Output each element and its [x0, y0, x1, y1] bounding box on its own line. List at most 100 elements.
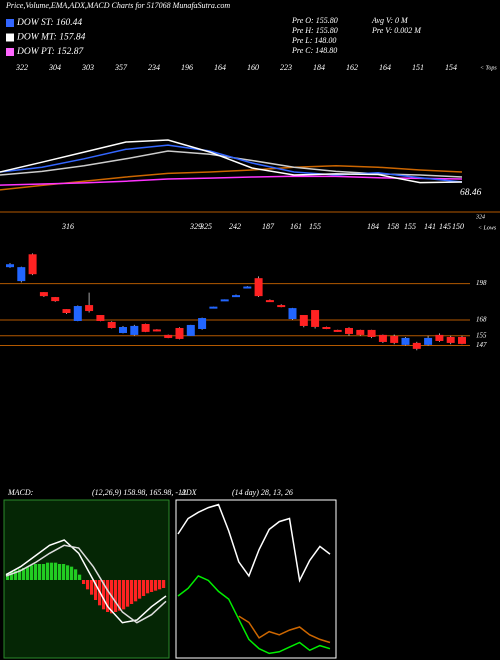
- histogram-bar: [146, 580, 150, 594]
- level-label: 155: [476, 331, 487, 339]
- candle-body: [412, 342, 421, 349]
- top-label: 184: [313, 63, 325, 72]
- candle-body: [17, 267, 26, 282]
- histogram-bar: [126, 580, 130, 607]
- candle-body: [107, 321, 116, 329]
- histogram-bar: [122, 580, 126, 610]
- histogram-bar: [134, 580, 138, 602]
- series-line: [0, 144, 463, 183]
- histogram-bar: [58, 564, 62, 580]
- legend-swatch: [6, 48, 14, 56]
- candle-body: [232, 295, 240, 298]
- histogram-bar: [90, 580, 94, 595]
- low-label: 187: [262, 222, 275, 231]
- legend-swatch: [6, 33, 14, 42]
- candle-body: [141, 323, 150, 332]
- candle-body: [254, 278, 263, 297]
- top-label: 234: [148, 63, 160, 72]
- macd-label: MACD:: [7, 488, 34, 497]
- histogram-bar: [102, 580, 106, 610]
- candle-body: [435, 334, 444, 341]
- top-label: 151: [412, 63, 424, 72]
- histogram-bar: [46, 562, 50, 580]
- top-label: 196: [181, 63, 193, 72]
- histogram-bar: [42, 564, 46, 580]
- series-line: [0, 165, 463, 191]
- candle-body: [198, 318, 207, 329]
- info-text: Pre C: 148.80: [291, 46, 337, 55]
- candle-body: [175, 327, 184, 339]
- candle-body: [390, 335, 399, 343]
- top-label: 223: [280, 63, 292, 72]
- histogram-bar: [86, 580, 90, 590]
- candle-body: [333, 329, 342, 332]
- tops-marker: < Tops: [480, 65, 497, 71]
- candle-body: [277, 305, 286, 308]
- candle-body: [39, 292, 48, 297]
- series-line: [5, 539, 167, 624]
- candle-body: [28, 254, 37, 275]
- legend-label: DOW MT: 157.84: [16, 33, 86, 43]
- series-line: [5, 544, 167, 624]
- candle-body: [311, 310, 320, 327]
- histogram-bar: [34, 564, 38, 580]
- series-line: [238, 615, 331, 644]
- series-line: [177, 503, 331, 583]
- candle-body: [152, 329, 161, 332]
- histogram-bar: [138, 580, 142, 599]
- candle-body: [345, 327, 353, 334]
- histogram-bar: [94, 580, 98, 600]
- candle-body: [288, 308, 297, 320]
- top-label: 304: [48, 63, 61, 72]
- top-label: 162: [346, 63, 358, 72]
- legend-label: DOW ST: 160.44: [16, 18, 82, 28]
- histogram-bar: [66, 565, 70, 580]
- page-title: Price,Volume,EMA,ADX,MACD Charts for 517…: [5, 1, 230, 10]
- low-label: 161: [290, 222, 302, 231]
- candle-body: [6, 264, 14, 268]
- candle-body: [164, 334, 173, 338]
- histogram-bar: [54, 562, 58, 580]
- level-label: 147: [476, 341, 487, 349]
- histogram-bar: [118, 580, 122, 611]
- histogram-bar: [114, 580, 118, 612]
- candle-body: [209, 306, 218, 309]
- histogram-bar: [30, 565, 34, 580]
- candle-body: [73, 306, 82, 321]
- lows-marker: < Lows: [478, 225, 497, 231]
- low-label: 329: [189, 222, 202, 231]
- candle-body: [119, 327, 127, 333]
- info-text: Avg V: 0 M: [371, 16, 409, 25]
- candle-body: [130, 325, 139, 335]
- candle-body: [401, 337, 410, 345]
- top-label: 303: [81, 63, 94, 72]
- candle-body: [265, 300, 274, 303]
- candle-body: [51, 297, 60, 302]
- histogram-bar: [38, 564, 42, 580]
- top-label: 164: [379, 63, 391, 72]
- histogram-bar: [70, 566, 74, 580]
- low-label: 242: [229, 222, 241, 231]
- histogram-bar: [150, 580, 154, 592]
- candle-body: [356, 329, 365, 335]
- low-label: 155: [309, 222, 321, 231]
- low-label: 155: [404, 222, 416, 231]
- low-label: 325: [199, 222, 212, 231]
- histogram-bar: [14, 570, 18, 580]
- low-label: 316: [61, 222, 74, 231]
- legend-label: DOW PT: 152.87: [16, 47, 84, 57]
- histogram-bar: [106, 580, 110, 612]
- candle-body: [62, 309, 71, 313]
- candle-body: [367, 329, 376, 337]
- info-text: Pre H: 155.80: [291, 26, 338, 35]
- low-label: 145: [439, 222, 451, 231]
- top-label: 322: [15, 63, 28, 72]
- top-label: 160: [247, 63, 259, 72]
- histogram-bar: [142, 580, 146, 596]
- histogram-bar: [130, 580, 134, 604]
- adx-label: ADX: [180, 488, 198, 497]
- candle-body: [299, 315, 308, 326]
- series-line: [0, 175, 463, 186]
- histogram-bar: [74, 569, 78, 580]
